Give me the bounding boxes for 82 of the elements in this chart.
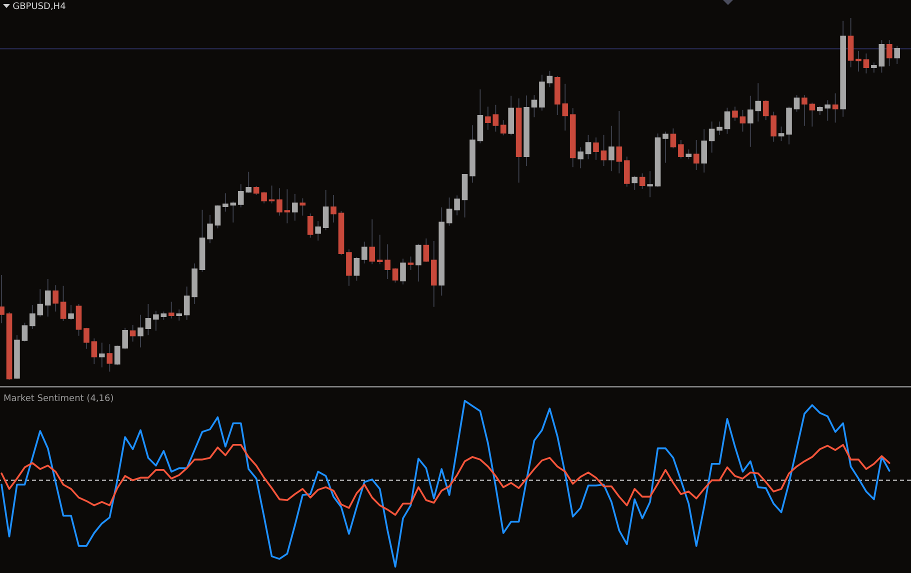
candlestick bbox=[732, 106, 738, 122]
candlestick bbox=[369, 218, 376, 265]
candlestick bbox=[214, 204, 221, 229]
candlestick bbox=[253, 185, 260, 196]
candlestick bbox=[76, 303, 82, 336]
candlestick bbox=[276, 188, 282, 216]
candlestick bbox=[261, 191, 267, 204]
candlestick bbox=[794, 94, 800, 112]
candlestick bbox=[616, 110, 622, 174]
candlestick bbox=[856, 50, 862, 72]
candlestick bbox=[632, 175, 638, 190]
candlestick bbox=[392, 268, 398, 284]
candlestick bbox=[454, 194, 460, 216]
candlestick bbox=[802, 94, 808, 126]
candlestick bbox=[446, 197, 452, 226]
candlestick bbox=[52, 284, 58, 312]
candlestick bbox=[624, 156, 630, 188]
candlestick bbox=[423, 238, 430, 262]
candlestick bbox=[330, 194, 336, 224]
candlestick bbox=[284, 188, 290, 224]
candlestick bbox=[68, 304, 74, 320]
candlestick bbox=[60, 285, 66, 322]
candlestick bbox=[230, 201, 236, 224]
candlestick bbox=[292, 193, 298, 222]
candlestick bbox=[176, 308, 182, 322]
candlestick bbox=[678, 139, 684, 159]
candlestick bbox=[670, 128, 676, 149]
candlestick bbox=[871, 62, 877, 74]
candlestick bbox=[578, 146, 584, 169]
candlestick bbox=[531, 94, 538, 118]
candlestick bbox=[346, 248, 352, 286]
candlestick bbox=[662, 131, 668, 164]
candlestick bbox=[322, 189, 329, 231]
candlestick bbox=[724, 107, 730, 134]
candlestick bbox=[354, 256, 360, 282]
candlestick bbox=[400, 258, 406, 285]
candlestick bbox=[701, 128, 707, 174]
candlestick bbox=[708, 121, 715, 154]
candlestick bbox=[315, 220, 321, 242]
candlestick bbox=[500, 120, 506, 136]
candlestick bbox=[832, 92, 838, 124]
candlestick bbox=[84, 327, 90, 350]
candlestick bbox=[600, 134, 607, 167]
candlestick bbox=[740, 109, 746, 132]
candlestick bbox=[114, 345, 120, 366]
candlestick bbox=[22, 322, 28, 342]
candlestick bbox=[184, 286, 190, 320]
candlestick bbox=[44, 278, 51, 318]
chart-title: Market Sentiment (4,16) bbox=[4, 394, 114, 404]
candlestick bbox=[593, 136, 599, 160]
candlestick bbox=[546, 70, 553, 88]
candlestick bbox=[647, 170, 653, 198]
candlestick bbox=[106, 344, 113, 372]
candlestick bbox=[886, 40, 892, 67]
candlestick bbox=[168, 301, 174, 319]
candlestick bbox=[693, 139, 700, 171]
candlestick bbox=[300, 198, 306, 216]
candlestick bbox=[894, 45, 900, 64]
candlestick bbox=[639, 172, 646, 190]
candlestick bbox=[145, 303, 152, 336]
candlestick bbox=[608, 125, 614, 172]
candlestick bbox=[362, 241, 368, 264]
candlestick bbox=[153, 310, 159, 332]
candlestick bbox=[91, 338, 98, 365]
candlestick bbox=[222, 192, 228, 212]
candlestick bbox=[408, 256, 414, 270]
candlestick bbox=[878, 40, 885, 74]
candlestick bbox=[863, 52, 870, 74]
candlestick bbox=[138, 314, 144, 348]
candlestick bbox=[716, 121, 722, 136]
candlestick bbox=[207, 214, 213, 244]
candlestick bbox=[122, 327, 128, 350]
candlestick bbox=[384, 244, 390, 280]
candlestick bbox=[416, 243, 422, 282]
candlestick bbox=[778, 126, 784, 142]
candlestick bbox=[585, 134, 592, 160]
candlestick bbox=[809, 102, 816, 128]
candlestick bbox=[686, 148, 692, 160]
candlestick bbox=[99, 342, 105, 368]
chart-title: GBPUSD,H4 bbox=[12, 2, 66, 12]
candlestick bbox=[130, 324, 136, 342]
candlestick bbox=[307, 212, 314, 238]
